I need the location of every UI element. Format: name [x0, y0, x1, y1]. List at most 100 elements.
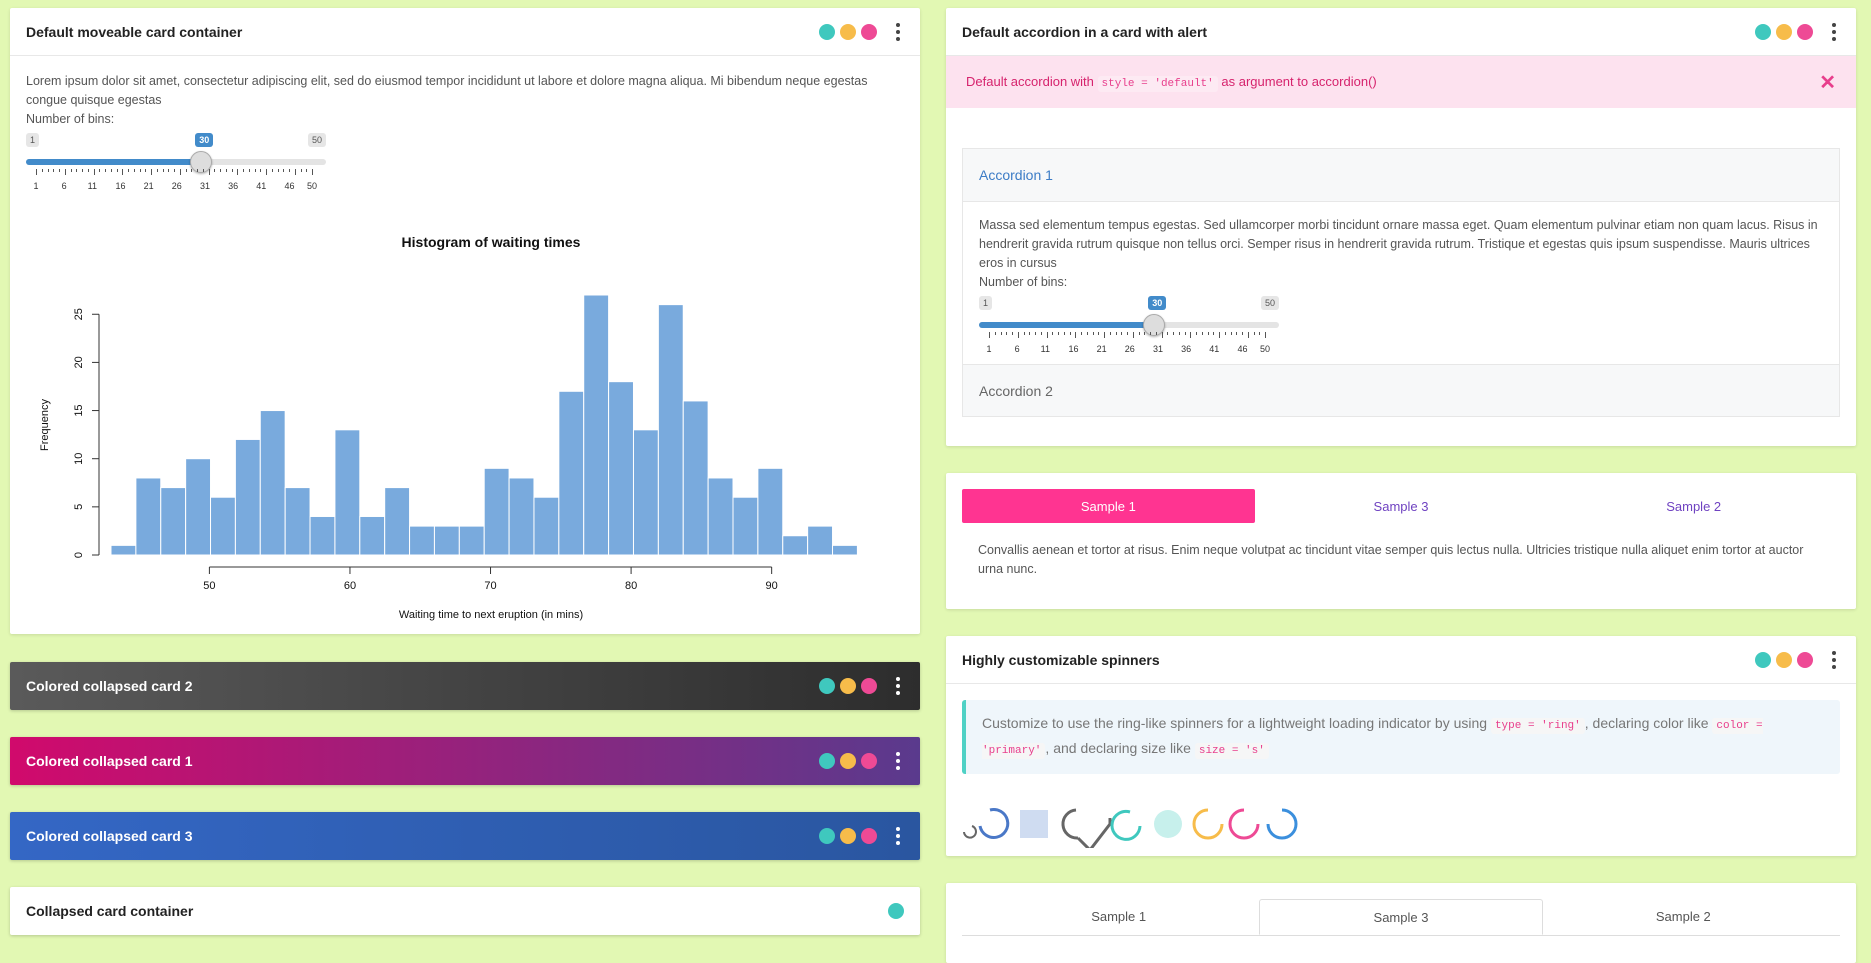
tab-sample-2[interactable]: Sample 2	[1655, 909, 1711, 924]
slider-tick	[1046, 332, 1048, 338]
spinner-ring-yellow-icon	[1192, 808, 1224, 840]
card-title: Default accordion in a card with alert	[962, 23, 1208, 40]
kebab-menu-icon[interactable]	[892, 675, 904, 697]
slider-tick	[1058, 332, 1059, 335]
maximize-dot-icon[interactable]	[819, 23, 835, 40]
card-header[interactable]: Default accordion in a card with alert	[946, 8, 1856, 56]
pill-tabs: Sample 1 Sample 3 Sample 2	[946, 473, 1856, 523]
slider-tick-label: 16	[115, 181, 126, 191]
slider-tick	[1109, 332, 1111, 335]
accordion-header-1[interactable]: Accordion 1	[979, 167, 1053, 183]
slider-tick	[1265, 332, 1266, 338]
slider-tick	[1127, 332, 1128, 335]
close-icon[interactable]: ✕	[1819, 71, 1836, 94]
bins-slider[interactable]: 1 50 30 1 6 11 16 21 26 31 36 41 46 50	[26, 133, 326, 193]
histogram-bar	[309, 515, 336, 556]
slider-tick	[1098, 332, 1100, 335]
card-body: Lorem ipsum dolor sit amet, consectetur …	[10, 56, 920, 634]
kebab-menu-icon[interactable]	[892, 825, 904, 847]
close-dot-icon[interactable]	[1797, 651, 1813, 668]
chart-title: Histogram of waiting times	[402, 234, 581, 250]
kebab-menu-icon[interactable]	[892, 750, 904, 772]
moveable-card: Default moveable card container Lorem ip…	[10, 8, 920, 634]
slider-tick	[185, 169, 187, 172]
collapsed-card-2[interactable]: Colored collapsed card 2	[10, 662, 920, 710]
bins-slider[interactable]: 1 50 30 1 6 11 16 21 26 31 36 41 46 50	[979, 296, 1279, 356]
minimize-dot-icon[interactable]	[1776, 23, 1792, 40]
kebab-menu-icon[interactable]	[892, 21, 904, 43]
close-dot-icon[interactable]	[861, 23, 877, 40]
close-dot-icon[interactable]	[861, 828, 877, 844]
spinner-dot-teal-icon	[1154, 810, 1182, 838]
slider-tick	[1104, 332, 1105, 338]
histogram-bar	[632, 429, 659, 556]
slider-tick	[277, 169, 279, 172]
slider-tick	[116, 169, 118, 172]
maximize-dot-icon[interactable]	[1755, 651, 1771, 668]
tab-sample-1[interactable]: Sample 1	[962, 489, 1255, 523]
minimize-dot-icon[interactable]	[840, 678, 856, 694]
histogram-bar	[334, 429, 361, 556]
minimize-dot-icon[interactable]	[840, 23, 856, 40]
slider-tick	[1150, 332, 1151, 335]
spinner-chevron-icon	[1076, 818, 1112, 848]
slider-tick	[82, 169, 83, 172]
card-tools	[1755, 649, 1840, 671]
slider-tick-label: 36	[1181, 344, 1192, 354]
slider-tick-label: 41	[1209, 344, 1220, 354]
card-header[interactable]: Default moveable card container	[10, 8, 920, 56]
slider-tick	[151, 169, 152, 175]
tab-sample-2[interactable]: Sample 2	[1666, 498, 1722, 514]
histogram-bar	[608, 381, 634, 556]
card-tools	[819, 825, 904, 847]
slider-tick	[41, 169, 43, 172]
slider-tick	[225, 169, 227, 172]
spinner-ring-grey-icon	[1061, 808, 1079, 840]
histogram-bar	[433, 525, 460, 556]
histogram-bar	[558, 390, 585, 556]
slider-tick	[1173, 332, 1174, 335]
slider-tick	[168, 169, 170, 172]
callout-text: , declaring color like	[1584, 715, 1709, 731]
slider-tick	[139, 169, 141, 172]
slider-tick	[174, 169, 175, 172]
slider-tick	[243, 169, 244, 172]
slider-tick	[989, 332, 990, 338]
close-dot-icon[interactable]	[1797, 23, 1813, 40]
x-tick-label: 50	[203, 580, 215, 592]
tab-sample-1[interactable]: Sample 1	[1091, 909, 1147, 924]
accordion-header-2[interactable]: Accordion 2	[963, 364, 1839, 416]
slider-tick	[1092, 332, 1094, 335]
kebab-menu-icon[interactable]	[1828, 649, 1840, 671]
histogram-bar	[583, 294, 610, 556]
slider-tick	[1138, 332, 1140, 335]
collapsed-card-1[interactable]: Colored collapsed card 1	[10, 737, 920, 785]
slider-label: Number of bins:	[26, 112, 115, 126]
maximize-dot-icon[interactable]	[888, 903, 904, 919]
histogram-bar	[757, 467, 784, 556]
card-title: Colored collapsed card 3	[26, 828, 193, 844]
tab-content: Convallis aenean et tortor at risus. Eni…	[978, 543, 1804, 576]
slider-tick	[260, 169, 262, 172]
slider-tick	[1029, 332, 1031, 335]
histogram-bar	[832, 544, 858, 556]
slider-handle[interactable]	[190, 151, 213, 173]
collapsed-card-3[interactable]: Colored collapsed card 3	[10, 812, 920, 860]
maximize-dot-icon[interactable]	[819, 678, 835, 694]
kebab-menu-icon[interactable]	[1828, 21, 1840, 43]
collapsed-card-container[interactable]: Collapsed card container	[10, 887, 920, 935]
minimize-dot-icon[interactable]	[1776, 651, 1792, 668]
histogram-bar	[210, 496, 236, 556]
maximize-dot-icon[interactable]	[819, 753, 835, 769]
minimize-dot-icon[interactable]	[840, 753, 856, 769]
slider-handle[interactable]	[1143, 314, 1166, 336]
close-dot-icon[interactable]	[861, 753, 877, 769]
tab-sample-3[interactable]: Sample 3	[1259, 899, 1543, 935]
tab-sample-3[interactable]: Sample 3	[1373, 498, 1429, 514]
maximize-dot-icon[interactable]	[819, 828, 835, 844]
maximize-dot-icon[interactable]	[1755, 23, 1771, 40]
card-title: Colored collapsed card 1	[26, 753, 193, 769]
card-header[interactable]: Highly customizable spinners	[946, 636, 1856, 684]
close-dot-icon[interactable]	[861, 678, 877, 694]
minimize-dot-icon[interactable]	[840, 828, 856, 844]
